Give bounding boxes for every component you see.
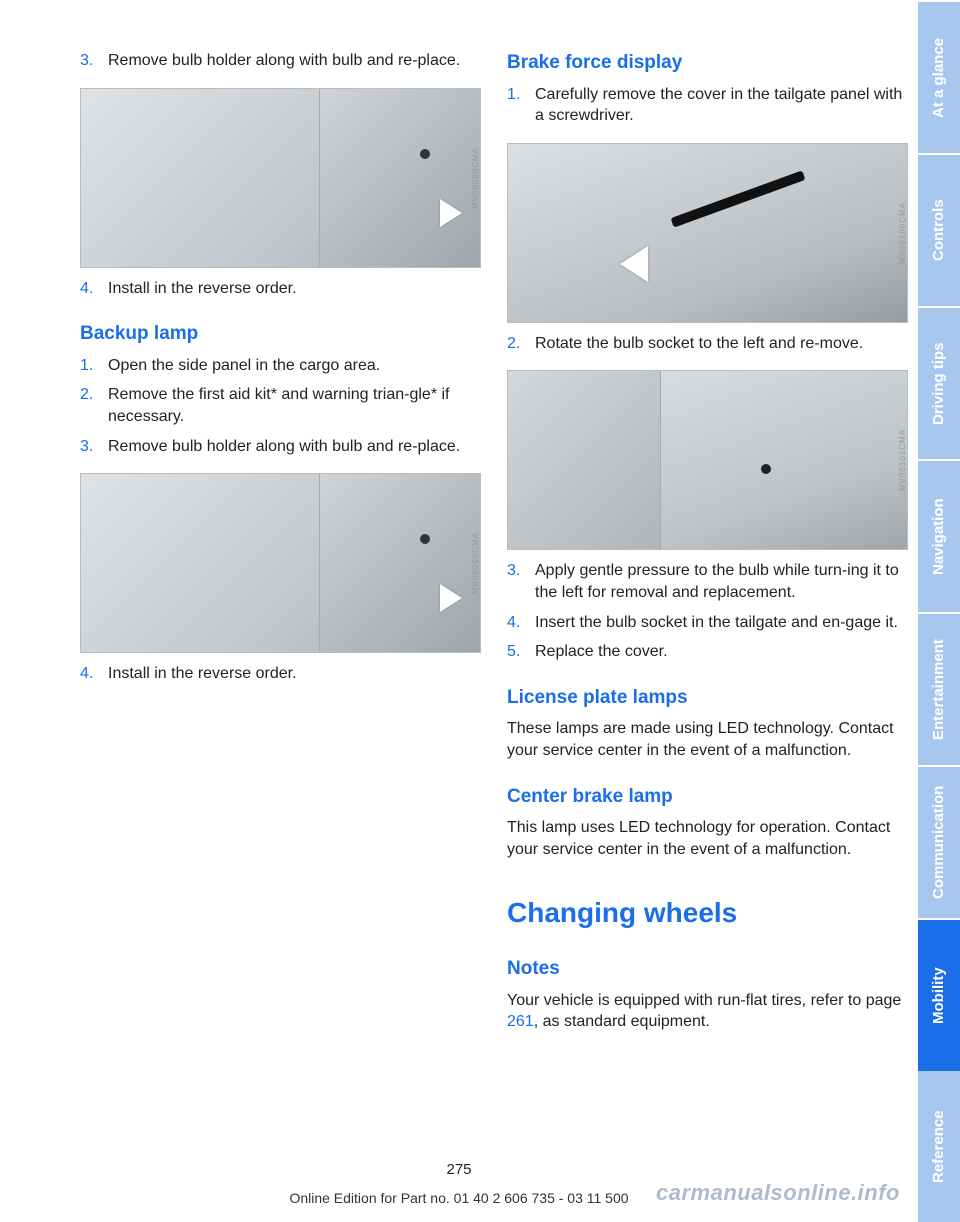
step-4: 4. Install in the reverse order. [80,278,481,300]
backup-step-1: 1. Open the side panel in the cargo area… [80,355,481,377]
page: 3. Remove bulb holder along with bulb an… [0,0,960,1222]
notes-pre: Your vehicle is equipped with run-flat t… [507,992,901,1009]
brake-step-5: 5. Replace the cover. [507,641,908,663]
figure-id: MV08099CMA [471,147,481,209]
step-number: 4. [80,663,108,685]
step-number: 2. [80,384,108,427]
left-column: 3. Remove bulb holder along with bulb an… [80,50,481,1202]
tab-communication[interactable]: Communication [918,765,960,918]
heading-brake-force: Brake force display [507,50,908,76]
figure-bulb-socket: MV08101CMA [507,370,908,550]
figure-id: MV08100CMA [898,202,908,264]
right-column: Brake force display 1. Carefully remove … [507,50,908,1202]
page-link-261[interactable]: 261 [507,1013,534,1030]
step-text: Install in the reverse order. [108,663,481,685]
section-tabs: At a glance Controls Driving tips Naviga… [918,0,960,1222]
backup-step-3: 3. Remove bulb holder along with bulb an… [80,436,481,458]
notes-post: , as standard equipment. [534,1013,710,1030]
backup-step-4: 4. Install in the reverse order. [80,663,481,685]
tab-at-a-glance[interactable]: At a glance [918,0,960,153]
figure-bulb-holder-2: MV08099CMA [80,473,481,653]
step-number: 5. [507,641,535,663]
tab-driving-tips[interactable]: Driving tips [918,306,960,459]
step-text: Install in the reverse order. [108,278,481,300]
brake-step-2: 2. Rotate the bulb socket to the left an… [507,333,908,355]
brake-step-1: 1. Carefully remove the cover in the tai… [507,84,908,127]
step-text: Carefully remove the cover in the tailga… [535,84,908,127]
step-number: 4. [80,278,108,300]
center-text: This lamp uses LED technology for operat… [507,817,908,860]
step-text: Insert the bulb socket in the tailgate a… [535,612,908,634]
step-text: Apply gentle pressure to the bulb while … [535,560,908,603]
tab-entertainment[interactable]: Entertainment [918,612,960,765]
step-number: 3. [80,436,108,458]
step-number: 3. [507,560,535,603]
tab-reference[interactable]: Reference [918,1071,960,1222]
step-text: Remove the first aid kit* and warning tr… [108,384,481,427]
brake-step-4: 4. Insert the bulb socket in the tailgat… [507,612,908,634]
figure-bulb-holder-1: MV08099CMA [80,88,481,268]
step-number: 3. [80,50,108,72]
figure-tailgate-cover: MV08100CMA [507,143,908,323]
heading-changing-wheels: Changing wheels [507,894,908,932]
watermark: carmanualsonline.info [656,1178,900,1208]
step-text: Remove bulb holder along with bulb and r… [108,50,481,72]
step-number: 1. [80,355,108,377]
tab-navigation[interactable]: Navigation [918,459,960,612]
heading-center-brake: Center brake lamp [507,784,908,810]
page-number: 275 [0,1160,918,1180]
figure-id: MV08101CMA [898,429,908,491]
backup-step-2: 2. Remove the first aid kit* and warning… [80,384,481,427]
step-text: Remove bulb holder along with bulb and r… [108,436,481,458]
tab-mobility[interactable]: Mobility [918,918,960,1071]
step-text: Rotate the bulb socket to the left and r… [535,333,908,355]
figure-id: MV08099CMA [471,532,481,594]
content-area: 3. Remove bulb holder along with bulb an… [0,0,918,1222]
step-number: 4. [507,612,535,634]
tab-controls[interactable]: Controls [918,153,960,306]
brake-step-3: 3. Apply gentle pressure to the bulb whi… [507,560,908,603]
heading-backup-lamp: Backup lamp [80,321,481,347]
license-text: These lamps are made using LED technolog… [507,718,908,761]
step-3: 3. Remove bulb holder along with bulb an… [80,50,481,72]
heading-notes: Notes [507,956,908,982]
step-text: Open the side panel in the cargo area. [108,355,481,377]
step-text: Replace the cover. [535,641,908,663]
step-number: 2. [507,333,535,355]
notes-text: Your vehicle is equipped with run-flat t… [507,990,908,1033]
step-number: 1. [507,84,535,127]
heading-license-plate: License plate lamps [507,685,908,711]
